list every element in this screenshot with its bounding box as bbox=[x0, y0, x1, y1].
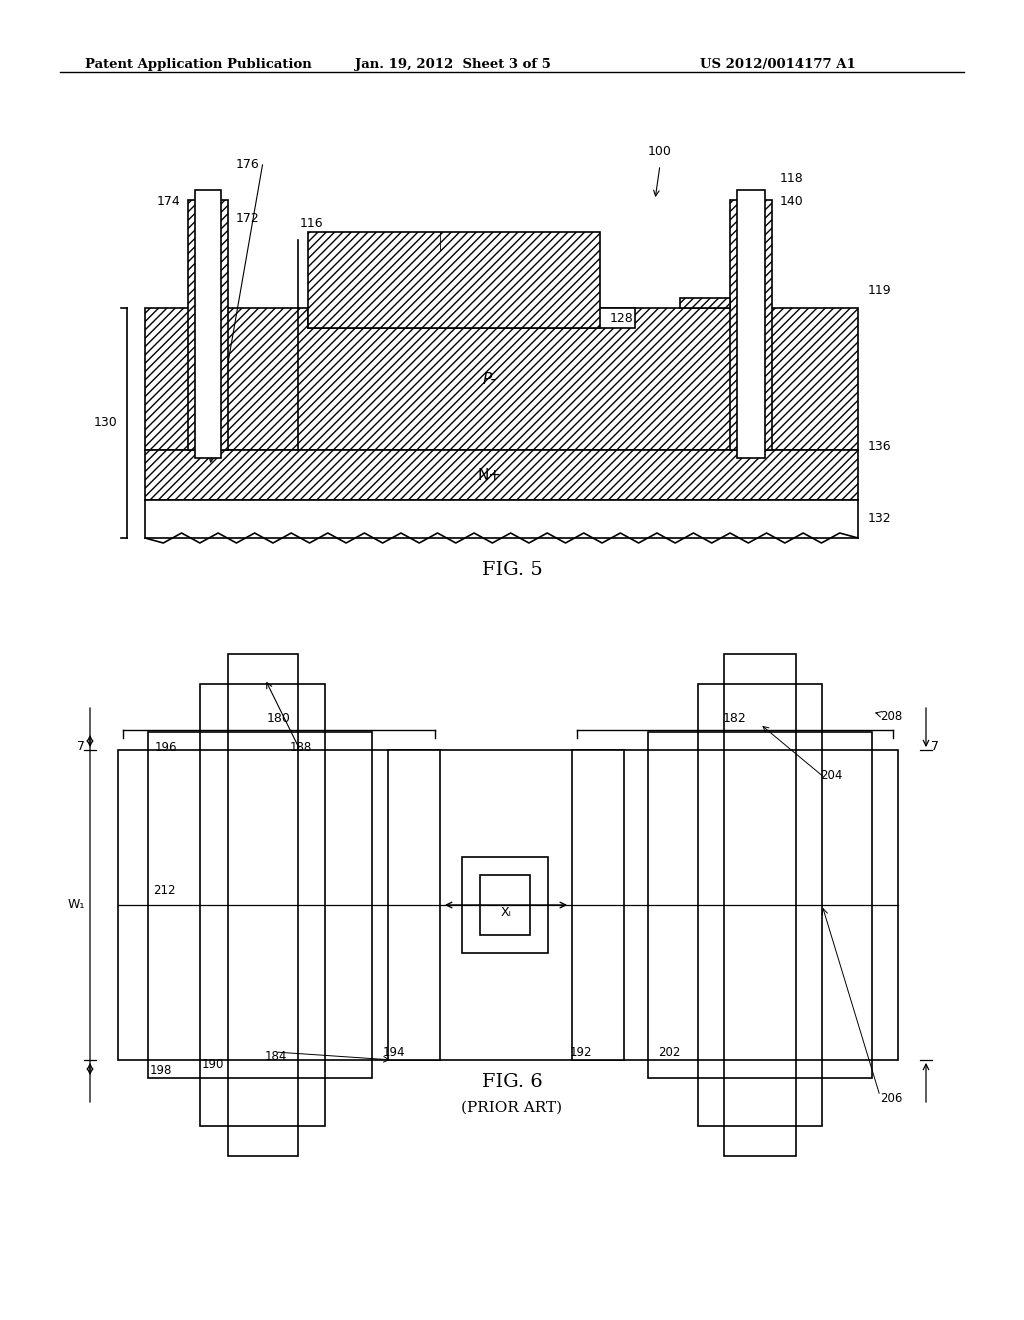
Text: Jan. 19, 2012  Sheet 3 of 5: Jan. 19, 2012 Sheet 3 of 5 bbox=[355, 58, 551, 71]
Polygon shape bbox=[308, 232, 600, 327]
Text: 198: 198 bbox=[150, 1064, 172, 1077]
Text: 192: 192 bbox=[570, 1045, 593, 1059]
Polygon shape bbox=[730, 201, 772, 450]
Text: 202: 202 bbox=[658, 1045, 680, 1059]
Polygon shape bbox=[308, 308, 635, 327]
Text: 114: 114 bbox=[428, 273, 452, 286]
Text: 7: 7 bbox=[77, 741, 85, 752]
Text: 119: 119 bbox=[868, 284, 892, 297]
Polygon shape bbox=[388, 750, 440, 1060]
Text: 132: 132 bbox=[868, 512, 892, 525]
Text: 7: 7 bbox=[931, 741, 939, 752]
Text: N+: N+ bbox=[478, 467, 502, 483]
Text: 190: 190 bbox=[202, 1059, 224, 1071]
Text: 136: 136 bbox=[868, 441, 892, 454]
Text: P-: P- bbox=[483, 371, 497, 387]
Polygon shape bbox=[737, 190, 765, 458]
Polygon shape bbox=[572, 750, 624, 1060]
Polygon shape bbox=[145, 500, 858, 539]
Text: 196: 196 bbox=[155, 741, 177, 754]
Text: 116: 116 bbox=[300, 216, 324, 230]
Text: 140: 140 bbox=[780, 195, 804, 209]
Text: FIG. 5: FIG. 5 bbox=[481, 561, 543, 579]
Text: 176: 176 bbox=[236, 158, 260, 172]
Text: 182: 182 bbox=[723, 711, 746, 725]
Text: 194: 194 bbox=[383, 1045, 406, 1059]
Text: US 2012/0014177 A1: US 2012/0014177 A1 bbox=[700, 58, 856, 71]
Text: 174: 174 bbox=[157, 195, 180, 209]
Text: 128: 128 bbox=[610, 312, 634, 325]
Text: 114: 114 bbox=[428, 239, 452, 252]
Text: 180: 180 bbox=[267, 711, 291, 725]
Text: W₁: W₁ bbox=[68, 899, 85, 912]
Text: 204: 204 bbox=[820, 770, 843, 781]
Text: (PRIOR ART): (PRIOR ART) bbox=[462, 1101, 562, 1115]
Polygon shape bbox=[145, 308, 858, 450]
Text: Xᵢ: Xᵢ bbox=[501, 906, 511, 919]
Polygon shape bbox=[680, 298, 730, 308]
Text: 188: 188 bbox=[290, 741, 312, 754]
Text: 206: 206 bbox=[880, 1092, 902, 1105]
Text: 118: 118 bbox=[780, 172, 804, 185]
Text: 208: 208 bbox=[880, 710, 902, 723]
Text: FIG. 6: FIG. 6 bbox=[481, 1073, 543, 1092]
Text: 172: 172 bbox=[236, 211, 260, 224]
Polygon shape bbox=[188, 201, 228, 450]
Text: 100: 100 bbox=[648, 145, 672, 158]
Polygon shape bbox=[145, 450, 858, 500]
Text: 184: 184 bbox=[265, 1049, 288, 1063]
Text: Patent Application Publication: Patent Application Publication bbox=[85, 58, 311, 71]
Polygon shape bbox=[195, 190, 221, 458]
Text: 130: 130 bbox=[93, 417, 117, 429]
Text: 212: 212 bbox=[153, 883, 175, 896]
